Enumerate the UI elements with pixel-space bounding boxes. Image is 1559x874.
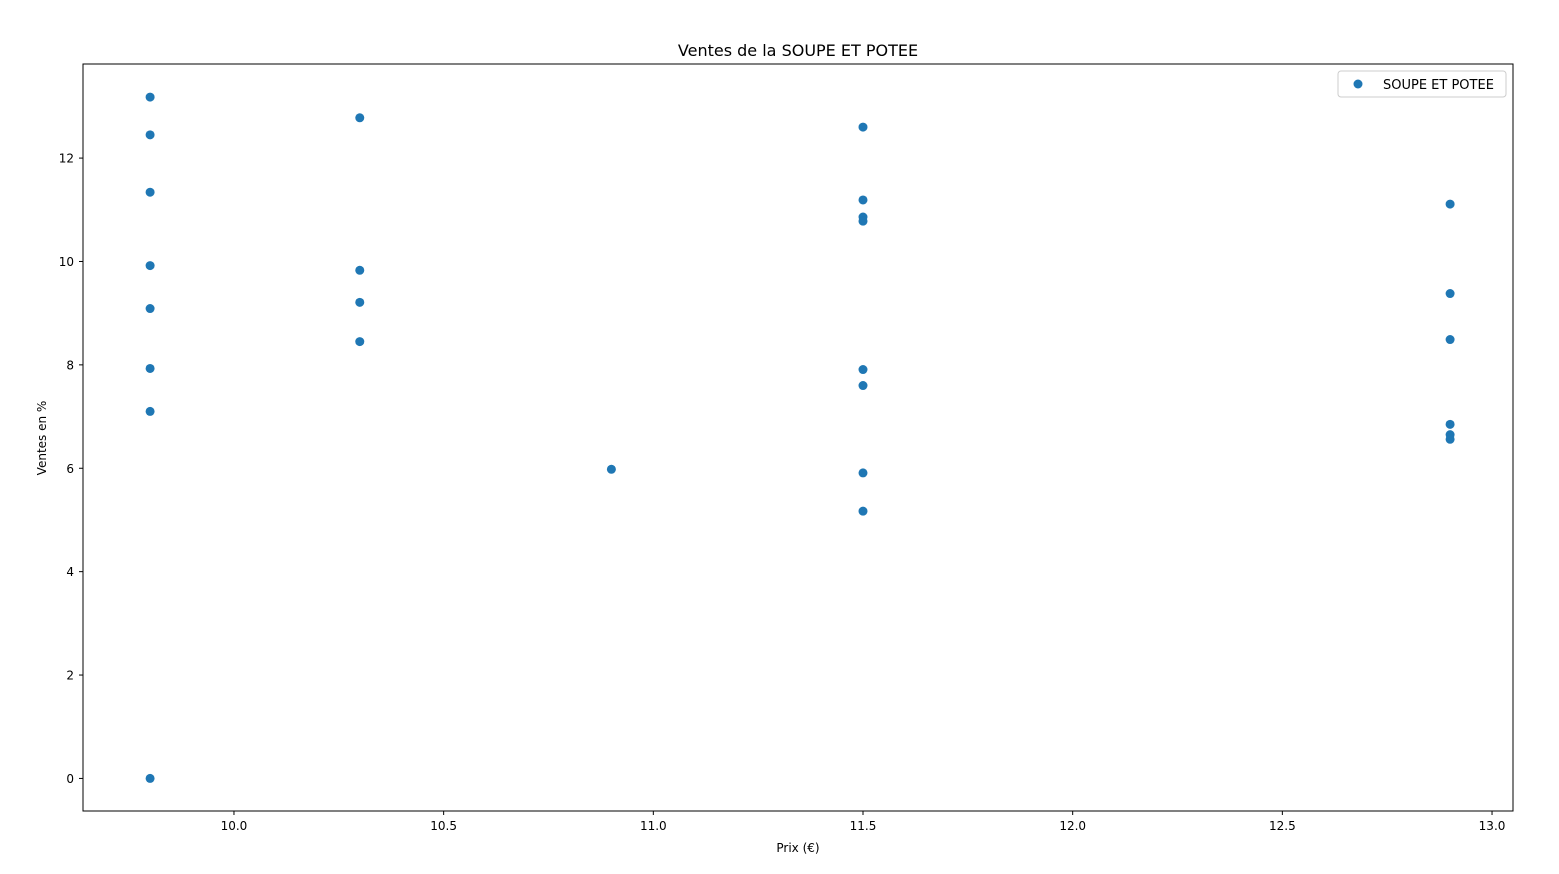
legend-label: SOUPE ET POTEE bbox=[1383, 78, 1494, 93]
y-tick-label: 8 bbox=[66, 358, 74, 372]
data-point bbox=[858, 381, 868, 391]
data-point bbox=[1445, 199, 1455, 209]
data-point bbox=[355, 265, 365, 275]
data-point bbox=[145, 187, 155, 197]
data-point bbox=[145, 304, 155, 314]
x-tick-label: 11.0 bbox=[640, 819, 667, 833]
data-point bbox=[1445, 289, 1455, 299]
x-tick-label: 10.5 bbox=[430, 819, 457, 833]
y-axis-ticks: 0 2 4 6 8 10 12 bbox=[59, 152, 83, 786]
data-point bbox=[145, 406, 155, 416]
data-point bbox=[145, 363, 155, 373]
x-tick-label: 12.5 bbox=[1269, 819, 1296, 833]
legend-marker bbox=[1353, 79, 1363, 89]
y-tick-label: 12 bbox=[59, 152, 74, 166]
x-tick-label: 12.0 bbox=[1059, 819, 1086, 833]
data-point bbox=[145, 130, 155, 140]
data-point bbox=[145, 773, 155, 783]
legend: SOUPE ET POTEE bbox=[1337, 70, 1507, 98]
x-tick-label: 10.0 bbox=[221, 819, 248, 833]
y-tick-label: 10 bbox=[59, 255, 74, 269]
x-tick-label: 11.5 bbox=[850, 819, 877, 833]
legend-box bbox=[1337, 70, 1507, 98]
y-tick-label: 0 bbox=[66, 772, 74, 786]
chart-title: Ventes de la SOUPE ET POTEE bbox=[678, 41, 918, 60]
y-tick-label: 6 bbox=[66, 462, 74, 476]
x-axis-ticks: 10.0 10.5 11.0 11.5 12.0 12.5 13.0 bbox=[221, 811, 1506, 833]
data-point bbox=[1445, 335, 1455, 345]
data-point bbox=[355, 337, 365, 347]
data-point bbox=[355, 297, 365, 307]
data-point bbox=[858, 506, 868, 516]
data-point bbox=[858, 195, 868, 205]
y-axis-label: Ventes en % bbox=[35, 401, 49, 476]
data-point bbox=[606, 464, 616, 474]
data-point bbox=[858, 122, 868, 132]
plot-area-frame bbox=[82, 63, 1514, 812]
data-point bbox=[145, 92, 155, 102]
data-point bbox=[858, 365, 868, 375]
data-point bbox=[1445, 434, 1455, 444]
points-layer bbox=[145, 92, 1455, 783]
data-point bbox=[145, 261, 155, 271]
data-point bbox=[1445, 419, 1455, 429]
y-tick-label: 2 bbox=[66, 669, 74, 683]
y-tick-label: 4 bbox=[66, 565, 74, 579]
data-point bbox=[858, 216, 868, 226]
data-point bbox=[355, 113, 365, 123]
x-axis-label: Prix (€) bbox=[776, 841, 819, 855]
x-tick-label: 13.0 bbox=[1479, 819, 1506, 833]
data-point bbox=[858, 468, 868, 478]
